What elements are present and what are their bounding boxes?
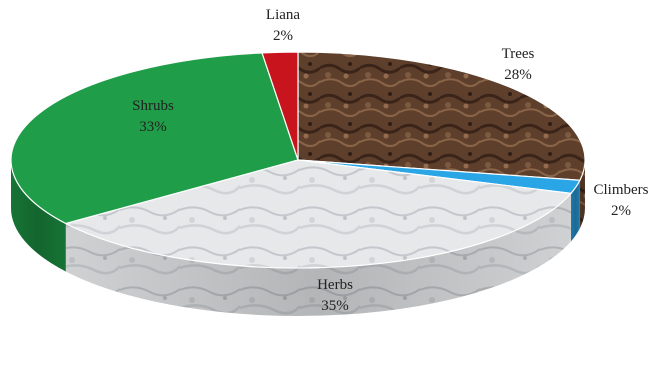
pie-label-herbs: Herbs: [317, 277, 353, 293]
pie-slice-liana: [261, 51, 299, 161]
pie-value-liana: 2%: [273, 28, 293, 44]
pie-side-shade-herbs: [65, 193, 571, 317]
pie-labels: Trees 28% Climbers 2% Herbs 35% Shrubs 33% Liana…: [132, 7, 649, 314]
pie-label-trees: Trees: [502, 46, 535, 62]
pie-side-walls: [11, 160, 585, 317]
pie-side-shade-climbers: [570, 180, 580, 242]
pie-value-shrubs: 33%: [139, 119, 167, 135]
pie-label-liana: Liana: [266, 7, 300, 23]
pie-value-trees: 28%: [504, 67, 532, 83]
pie-slice-trees: [297, 51, 586, 181]
pie-label-shrubs: Shrubs: [132, 98, 174, 114]
pie-top-faces: [10, 51, 586, 269]
pie-slice-shrubs: [10, 52, 299, 225]
pie-label-climbers: Climbers: [594, 182, 649, 198]
pie-side-shade-shrubs: [11, 160, 66, 272]
pie-slice-herbs: [64, 159, 573, 269]
pie-side-shade-trees: [579, 160, 585, 229]
pie-value-climbers: 2%: [611, 203, 631, 219]
pie-value-herbs: 35%: [321, 298, 349, 314]
